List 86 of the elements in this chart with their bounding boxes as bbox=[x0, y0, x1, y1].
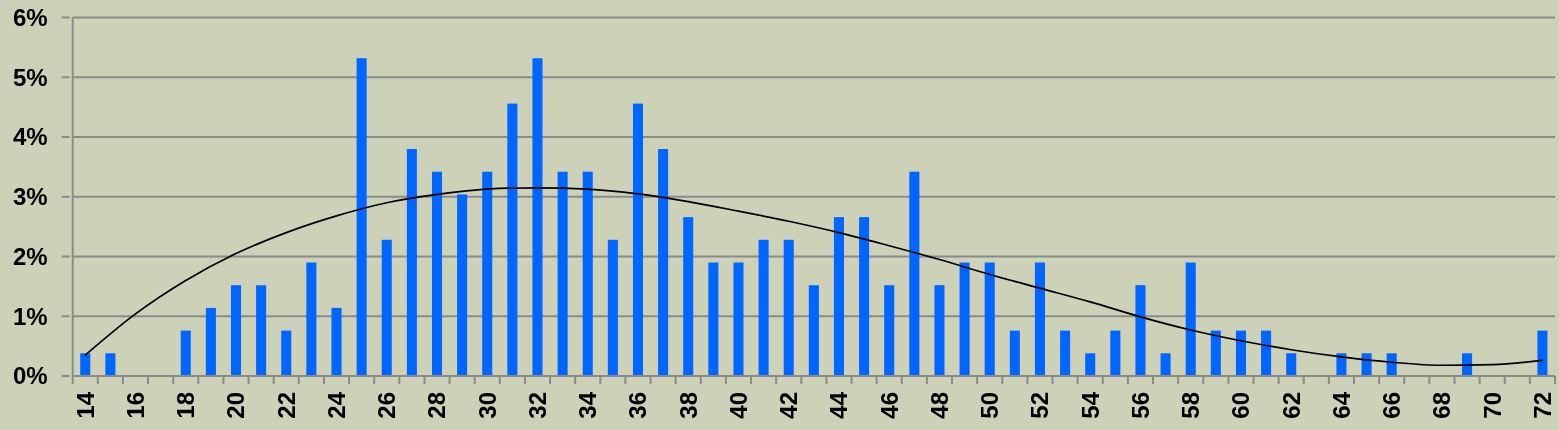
bar bbox=[1537, 330, 1548, 376]
bar bbox=[683, 217, 694, 376]
x-tick-label: 18 bbox=[172, 392, 200, 419]
bar bbox=[1160, 353, 1171, 376]
bar bbox=[783, 239, 794, 376]
x-tick-label: 26 bbox=[373, 392, 401, 419]
y-tick-label: 4% bbox=[13, 123, 48, 151]
bar bbox=[1286, 353, 1297, 376]
bar bbox=[230, 285, 242, 376]
bar bbox=[1235, 330, 1246, 376]
x-tick-label: 60 bbox=[1227, 392, 1255, 419]
bar bbox=[984, 262, 995, 376]
bar bbox=[306, 262, 317, 376]
line-series bbox=[84, 186, 1544, 367]
bar bbox=[532, 58, 543, 376]
x-tick-label: 66 bbox=[1378, 392, 1406, 419]
bar bbox=[632, 103, 644, 376]
bar bbox=[1135, 285, 1146, 376]
bar bbox=[1110, 330, 1121, 376]
bar bbox=[331, 307, 342, 376]
x-tick-label: 68 bbox=[1428, 392, 1456, 419]
x-tick-label: 64 bbox=[1327, 391, 1355, 419]
bar bbox=[959, 262, 970, 376]
x-tick-label: 54 bbox=[1076, 391, 1104, 419]
bar bbox=[80, 353, 91, 376]
bar bbox=[607, 239, 618, 376]
bar bbox=[658, 149, 669, 376]
bar bbox=[833, 217, 844, 376]
bar bbox=[557, 171, 568, 376]
x-tick-label: 46 bbox=[875, 392, 903, 419]
x-tick-label: 16 bbox=[121, 392, 149, 419]
x-tick-label: 22 bbox=[272, 392, 300, 419]
bar bbox=[356, 58, 367, 376]
x-tick-label: 56 bbox=[1126, 392, 1154, 419]
y-tick-label: 5% bbox=[13, 63, 48, 91]
bar bbox=[733, 262, 744, 376]
y-tick-label: 1% bbox=[13, 302, 48, 330]
bar bbox=[909, 171, 920, 376]
bar bbox=[381, 239, 392, 376]
bar bbox=[1009, 330, 1020, 376]
bar bbox=[507, 103, 518, 376]
bar bbox=[457, 194, 468, 376]
bar bbox=[859, 217, 870, 376]
bar bbox=[808, 285, 819, 376]
bar bbox=[205, 307, 216, 376]
x-tick-label: 34 bbox=[574, 391, 602, 419]
bar bbox=[1085, 353, 1096, 376]
x-tick-label: 48 bbox=[925, 392, 953, 419]
x-tick-label: 42 bbox=[775, 392, 803, 419]
x-tick-label: 38 bbox=[674, 392, 702, 419]
y-tick-label: 3% bbox=[13, 183, 48, 211]
bar bbox=[884, 285, 895, 376]
bar bbox=[281, 330, 292, 376]
bar bbox=[256, 285, 267, 376]
x-tick-label: 62 bbox=[1277, 392, 1305, 419]
bar bbox=[1261, 330, 1272, 376]
x-tick-label: 30 bbox=[473, 392, 501, 419]
x-tick-label: 14 bbox=[71, 391, 99, 419]
x-tick-label: 44 bbox=[825, 391, 853, 419]
bar bbox=[1185, 262, 1196, 376]
bar bbox=[431, 171, 443, 376]
bar bbox=[708, 262, 719, 376]
bar bbox=[406, 149, 417, 376]
bar bbox=[1210, 330, 1221, 376]
x-tick-label: 52 bbox=[1026, 392, 1054, 419]
bar bbox=[105, 353, 116, 376]
x-tick-label: 58 bbox=[1177, 392, 1205, 419]
bar bbox=[582, 171, 593, 376]
bar bbox=[758, 239, 769, 376]
y-tick-label: 2% bbox=[13, 242, 48, 270]
x-tick-label: 50 bbox=[976, 392, 1004, 419]
x-tick-label: 28 bbox=[423, 392, 451, 419]
x-tick-label: 36 bbox=[624, 392, 652, 419]
bar bbox=[934, 285, 945, 376]
x-tick-label: 72 bbox=[1528, 392, 1556, 419]
bar bbox=[1060, 330, 1071, 376]
bar bbox=[482, 171, 493, 376]
bar bbox=[1034, 262, 1045, 376]
x-tick-label: 20 bbox=[222, 392, 250, 419]
y-tick-label: 0% bbox=[13, 362, 48, 390]
x-tick-label: 70 bbox=[1478, 392, 1506, 419]
x-tick-label: 40 bbox=[724, 392, 752, 419]
x-tick-label: 24 bbox=[322, 391, 350, 419]
x-tick-label: 32 bbox=[523, 392, 551, 419]
bar bbox=[180, 330, 191, 376]
y-tick-label: 6% bbox=[13, 4, 48, 31]
